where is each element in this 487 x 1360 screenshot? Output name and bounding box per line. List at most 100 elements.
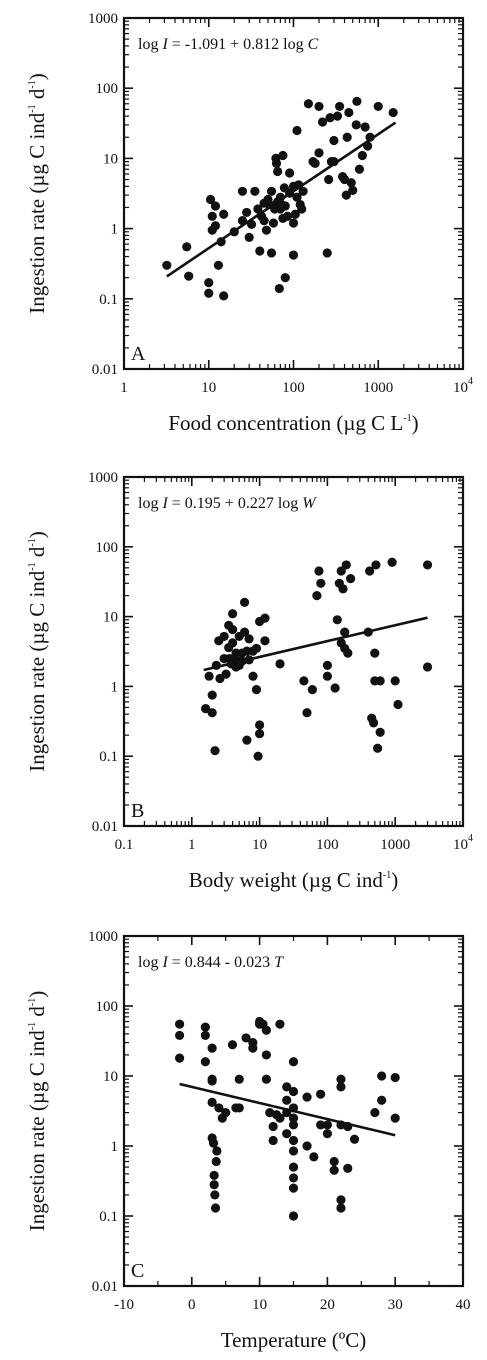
y-axis-title-text: d	[25, 1006, 49, 1022]
x-axis-title-text: )	[391, 868, 398, 892]
x-tick-label-text: 1000	[380, 837, 410, 853]
x-axis-title: Body weight (µg C ind-1)	[189, 868, 398, 892]
data-point	[260, 613, 270, 623]
x-tick-label-text: -10	[114, 1297, 134, 1313]
data-point	[260, 636, 270, 646]
data-point	[212, 1146, 222, 1156]
data-point	[388, 107, 398, 118]
data-point	[338, 584, 348, 594]
y-tick-label: 1000	[88, 929, 118, 945]
data-point	[234, 1103, 244, 1113]
data-point	[288, 1173, 299, 1183]
data-point	[204, 288, 214, 298]
x-axis-title: Temperature (ºC)	[221, 1328, 367, 1352]
data-point	[322, 1129, 332, 1139]
data-point	[207, 708, 217, 718]
data-point	[242, 735, 252, 745]
y-tick-label: 1000	[88, 11, 118, 27]
equation-variable: T	[274, 954, 284, 971]
data-point	[322, 671, 332, 681]
data-point	[349, 1134, 360, 1144]
x-tick-label: 104	[453, 833, 473, 853]
data-point	[325, 113, 335, 123]
data-point	[184, 271, 194, 281]
x-tick-label-text: 10	[201, 380, 216, 396]
data-point	[205, 194, 216, 205]
y-tick-label: 100	[96, 81, 119, 97]
x-tick-label: 10	[201, 380, 216, 396]
data-point	[329, 1156, 339, 1167]
data-point	[282, 1129, 292, 1139]
data-point	[393, 699, 403, 710]
y-axis-title-exponent: -1	[27, 80, 38, 88]
data-point	[259, 216, 269, 226]
data-point	[251, 684, 262, 695]
panel-label: A	[131, 343, 146, 365]
y-axis-title-text: d	[25, 546, 49, 562]
y-axis-title: Ingestion rate (µg C ind-1 d-1)	[25, 531, 49, 772]
data-point	[332, 615, 342, 625]
data-point	[346, 574, 356, 584]
data-point	[288, 1211, 299, 1221]
data-point	[210, 201, 221, 211]
data-point	[297, 204, 307, 214]
y-tick-label: 0.1	[99, 749, 118, 765]
y-tick-label: 100	[96, 999, 119, 1015]
x-tick-label-text: 100	[282, 380, 305, 396]
data-point	[340, 627, 350, 637]
x-axis-title-exponent: -1	[383, 870, 391, 881]
equation-text: log	[138, 954, 162, 971]
y-tick-label: 1000	[88, 470, 118, 486]
data-point	[360, 122, 370, 132]
x-tick-label-text: 0	[188, 1297, 196, 1313]
x-tick-label: 1	[188, 837, 196, 853]
data-point	[422, 560, 433, 570]
data-point	[314, 101, 324, 112]
equation-variable: I	[161, 954, 168, 971]
data-point	[174, 1019, 185, 1029]
data-point	[242, 207, 252, 218]
y-tick-label: 10	[103, 1069, 118, 1085]
data-point	[307, 684, 317, 695]
y-tick-label: 10	[103, 151, 118, 167]
panel-label: B	[131, 800, 144, 822]
y-tick-label: 0.1	[99, 292, 118, 308]
data-point	[309, 1152, 319, 1162]
data-point	[274, 283, 284, 294]
y-axis-title-exponent: -1	[27, 562, 38, 570]
data-point	[288, 1183, 299, 1193]
x-tick-label-text: 10	[252, 837, 267, 853]
data-point	[207, 690, 217, 700]
data-point	[280, 201, 290, 211]
data-point	[266, 248, 277, 258]
data-point	[288, 1113, 299, 1123]
y-axis-title-exponent: -1	[27, 104, 38, 112]
data-point	[219, 209, 229, 219]
data-point	[234, 1074, 244, 1084]
data-point	[278, 150, 288, 161]
plot-frame	[122, 475, 465, 828]
data-point	[322, 660, 332, 670]
data-point	[271, 158, 282, 168]
data-point	[227, 1040, 238, 1050]
equation-text: = 0.195 + 0.227 log	[168, 495, 303, 512]
x-axis-title-text: Temperature (ºC)	[221, 1328, 367, 1352]
data-point	[207, 1043, 217, 1053]
data-point	[210, 1190, 220, 1200]
y-tick-label: 1	[111, 679, 119, 695]
x-tick-label-exponent: 4	[468, 376, 473, 387]
y-tick-label: 0.01	[92, 819, 118, 835]
regression-equation: log I = 0.844 - 0.023 T	[138, 954, 284, 971]
y-tick-label: 1	[111, 1139, 119, 1155]
x-tick-label-text: 40	[456, 1297, 471, 1313]
x-tick-label: 104	[453, 376, 473, 396]
y-tick-label: 0.01	[92, 1279, 118, 1295]
data-point	[330, 683, 340, 693]
y-axis-title-exponent: -1	[27, 1022, 38, 1030]
chart-panel-c: 0.01 0.1 1 10 100 1000 -10 0 10 20 30 40 log I = 0.8…	[25, 929, 471, 1352]
data-point	[221, 1108, 231, 1118]
data-point	[288, 1162, 299, 1172]
data-point	[288, 1135, 299, 1146]
equation-variable: W	[302, 495, 317, 512]
